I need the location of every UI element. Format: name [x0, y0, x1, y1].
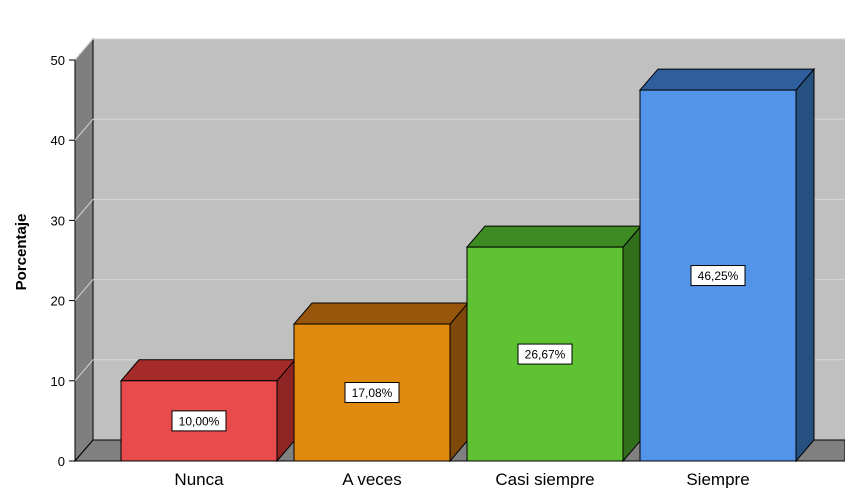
- data-label-box: [690, 265, 746, 287]
- left-wall: [74, 37, 94, 463]
- y-tick-label: 40: [51, 133, 65, 148]
- gridline-diagonal: [74, 118, 94, 141]
- y-tick-label: 30: [51, 213, 65, 228]
- x-category-label: Nunca: [174, 470, 224, 488]
- bar-top: [292, 302, 470, 325]
- bar-top: [638, 68, 816, 91]
- bar-side: [449, 301, 469, 463]
- data-label-text: 46,25%: [698, 269, 739, 283]
- data-label-box: [344, 382, 400, 404]
- y-tick-label: 20: [51, 294, 65, 309]
- y-tick-label: 0: [58, 454, 65, 469]
- bar-top: [465, 225, 643, 248]
- data-label: 46,25%: [690, 265, 746, 287]
- bar-casi-siempre: [465, 224, 643, 463]
- data-label-text: 26,67%: [525, 348, 566, 362]
- data-labels: 10,00% 17,08% 26,67% 46,25%: [171, 265, 746, 432]
- data-label-box: [517, 343, 573, 365]
- data-label: 17,08%: [344, 382, 400, 404]
- data-label-text: 10,00%: [179, 414, 220, 428]
- bar-top: [119, 359, 297, 382]
- y-axis-ticks: 0 10 20 30 40 50: [51, 53, 75, 469]
- x-category-label: A veces: [342, 470, 402, 488]
- x-category-label: Casi siempre: [495, 470, 594, 488]
- bar-side: [622, 224, 642, 463]
- bar-siempre: [638, 67, 816, 463]
- y-tick-label: 50: [51, 53, 65, 68]
- bar-side: [795, 67, 815, 463]
- y-axis-label: Porcentaje: [13, 214, 30, 291]
- data-label-text: 17,08%: [352, 386, 393, 400]
- y-tick-label: 10: [51, 374, 65, 389]
- data-label-box: [171, 410, 227, 432]
- gridline-diagonal: [74, 38, 94, 61]
- data-label: 10,00%: [171, 410, 227, 432]
- gridline-diagonal: [74, 359, 94, 382]
- gridline-diagonal: [74, 279, 94, 301]
- x-category-label: Siempre: [686, 470, 749, 488]
- x-axis-categories: Nunca A veces Casi siempre Siempre: [174, 470, 749, 488]
- gridline-diagonal: [74, 199, 94, 221]
- data-label: 26,67%: [517, 343, 573, 365]
